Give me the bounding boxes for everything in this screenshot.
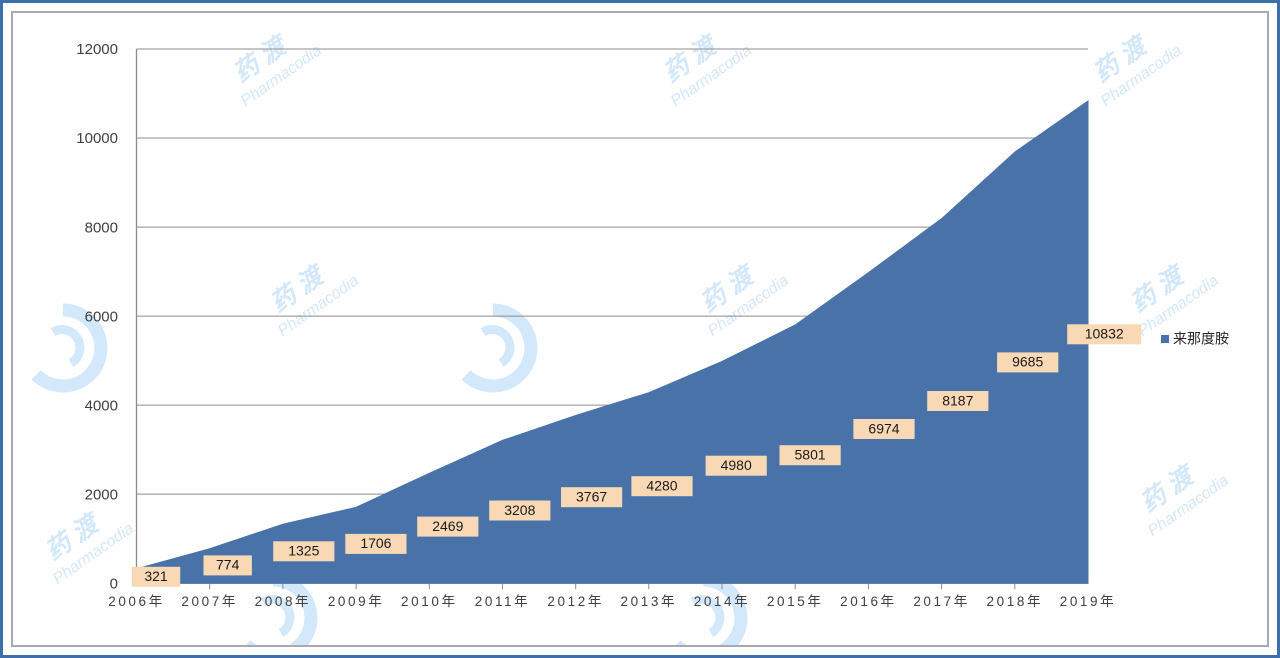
svg-text:2007年: 2007年 <box>181 594 238 609</box>
svg-text:1325: 1325 <box>288 543 319 559</box>
svg-text:3767: 3767 <box>576 489 607 505</box>
svg-text:9685: 9685 <box>1012 354 1043 370</box>
svg-text:8187: 8187 <box>942 392 973 408</box>
svg-text:2469: 2469 <box>432 518 463 534</box>
svg-text:2018年: 2018年 <box>987 594 1044 609</box>
svg-text:0: 0 <box>110 575 118 592</box>
svg-text:2009年: 2009年 <box>328 594 385 609</box>
svg-text:6000: 6000 <box>85 308 118 325</box>
svg-text:3208: 3208 <box>504 502 535 518</box>
svg-text:774: 774 <box>216 557 240 573</box>
svg-text:8000: 8000 <box>85 219 118 236</box>
svg-text:6974: 6974 <box>868 420 899 436</box>
svg-text:2013年: 2013年 <box>621 594 678 609</box>
svg-text:4980: 4980 <box>721 457 752 473</box>
svg-text:4000: 4000 <box>85 397 118 414</box>
svg-text:来那度胺: 来那度胺 <box>1173 331 1229 347</box>
svg-text:2000: 2000 <box>85 486 118 503</box>
svg-text:2015年: 2015年 <box>767 594 824 609</box>
svg-text:4280: 4280 <box>646 478 677 494</box>
svg-text:12000: 12000 <box>76 41 118 58</box>
svg-text:2008年: 2008年 <box>255 594 312 609</box>
svg-text:1706: 1706 <box>360 535 391 551</box>
svg-text:5801: 5801 <box>795 447 826 463</box>
svg-text:2011年: 2011年 <box>475 594 531 609</box>
svg-text:10000: 10000 <box>76 130 118 147</box>
svg-text:2010年: 2010年 <box>401 594 458 609</box>
svg-text:10832: 10832 <box>1085 326 1124 342</box>
svg-text:2014年: 2014年 <box>694 594 751 609</box>
svg-text:2006年: 2006年 <box>108 594 165 609</box>
svg-text:2012年: 2012年 <box>547 594 604 609</box>
svg-text:2017年: 2017年 <box>913 594 970 609</box>
svg-text:2019年: 2019年 <box>1060 594 1117 609</box>
svg-text:2016年: 2016年 <box>840 594 897 609</box>
svg-text:321: 321 <box>144 568 168 584</box>
